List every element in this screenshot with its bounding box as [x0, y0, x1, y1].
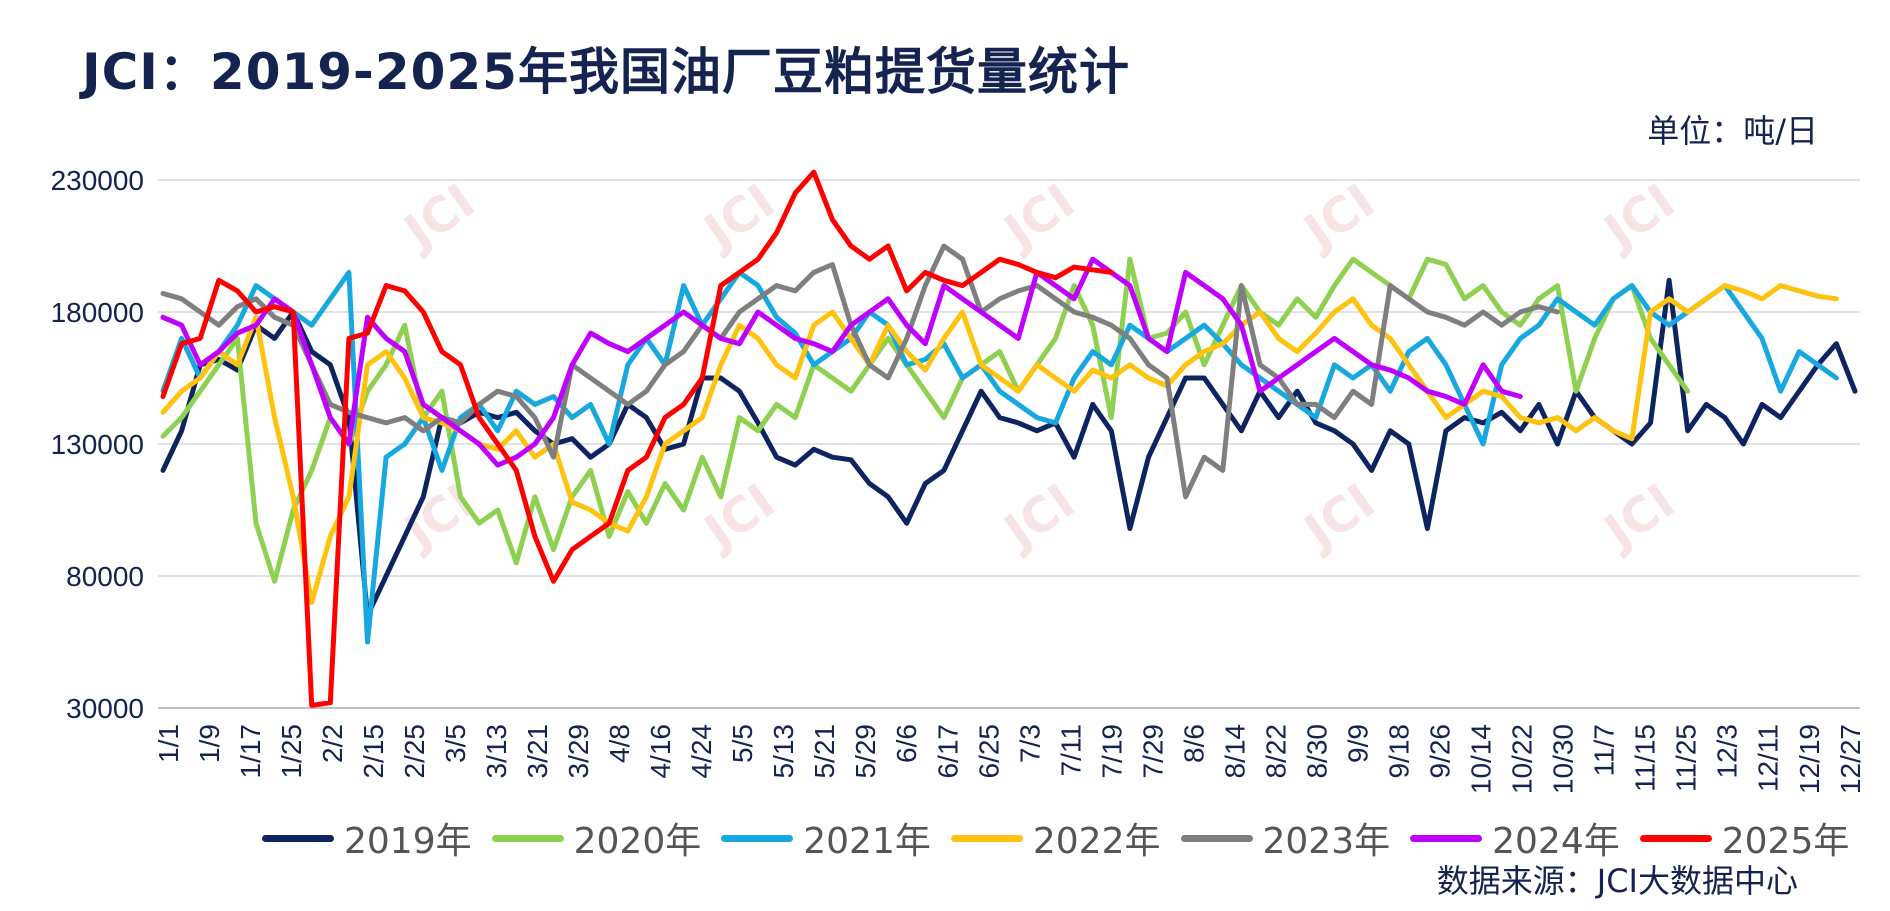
- x-tick-label: 7/3: [1014, 724, 1045, 763]
- x-tick-label: 11/7: [1589, 724, 1620, 776]
- legend-item: 2023年: [1180, 812, 1391, 864]
- x-tick-label: 3/21: [522, 724, 553, 779]
- series-line-2025年: [160, 169, 1114, 708]
- y-tick-label: 30000: [66, 693, 144, 724]
- legend-label: 2023年: [1262, 821, 1391, 862]
- x-tick-label: 12/19: [1794, 724, 1825, 794]
- x-tick-label: 2/2: [317, 724, 348, 763]
- x-tick-label: 1/9: [194, 724, 225, 763]
- y-tick-label: 80000: [66, 561, 144, 592]
- legend-label: 2019年: [344, 821, 472, 862]
- legend-swatch: [262, 834, 334, 842]
- x-tick-label: 12/27: [1835, 724, 1866, 794]
- watermark-text: JCI: [392, 173, 485, 261]
- x-tick-label: 3/29: [563, 724, 594, 779]
- legend-item: 2024年: [1410, 812, 1620, 864]
- x-tick-label: 9/26: [1425, 724, 1456, 779]
- x-tick-label: 3/5: [440, 724, 471, 763]
- watermark-text: JCI: [1592, 473, 1685, 561]
- x-tick-label: 8/14: [1219, 724, 1250, 779]
- series-lines: [160, 169, 1858, 708]
- x-tick-label: 1/1: [153, 724, 184, 763]
- x-tick-label: 4/16: [645, 724, 676, 779]
- legend-item: 2022年: [950, 812, 1161, 864]
- y-tick-label: 230000: [51, 165, 144, 196]
- x-tick-label: 10/30: [1548, 724, 1579, 794]
- watermark-text: JCI: [692, 473, 785, 561]
- x-tick-label: 3/13: [481, 724, 512, 779]
- x-tick-label: 4/8: [604, 724, 635, 763]
- legend-swatch: [950, 834, 1023, 842]
- x-tick-label: 5/29: [850, 724, 881, 779]
- x-tick-label: 5/5: [727, 724, 758, 763]
- x-tick-label: 4/24: [686, 724, 717, 779]
- legend-label: 2020年: [573, 821, 702, 862]
- x-axis-ticks: 1/1 1/9 1/17 1/25 2/2 2/15 2/25 3/5 3/13 3/21 3/29…: [153, 724, 1866, 794]
- x-tick-label: 5/13: [768, 724, 799, 779]
- legend-label: 2025年: [1721, 821, 1850, 862]
- x-tick-label: 2/25: [399, 724, 430, 779]
- x-tick-label: 8/30: [1301, 724, 1332, 779]
- legend-item: 2020年: [491, 812, 702, 864]
- legend-item: 2019年: [262, 812, 472, 864]
- legend-item: 2025年: [1639, 812, 1850, 864]
- watermark-text: JCI: [1292, 173, 1385, 261]
- watermark-text: JCI: [692, 173, 785, 261]
- x-tick-label: 1/17: [235, 724, 266, 779]
- x-tick-label: 8/6: [1178, 724, 1209, 763]
- watermark-text: JCI: [992, 173, 1085, 261]
- legend: 2019年 2020年 2021年 2022年 2023年 2024年 2025年: [262, 812, 1869, 864]
- y-tick-label: 130000: [51, 429, 144, 460]
- watermark-text: JCI: [992, 473, 1085, 561]
- legend-swatch: [1180, 834, 1253, 842]
- x-tick-label: 10/22: [1507, 724, 1538, 794]
- x-tick-label: 6/25: [973, 724, 1004, 779]
- legend-label: 2021年: [803, 821, 931, 862]
- x-tick-label: 1/25: [276, 724, 307, 779]
- x-tick-label: 10/14: [1466, 724, 1497, 794]
- x-tick-label: 11/15: [1630, 724, 1661, 792]
- legend-item: 2021年: [721, 812, 931, 864]
- chart-title: JCI：2019-2025年我国油厂豆粕提货量统计: [82, 43, 1130, 101]
- x-tick-label: 7/29: [1137, 724, 1168, 779]
- x-tick-label: 12/11: [1753, 724, 1784, 792]
- legend-swatch: [1410, 834, 1483, 842]
- y-tick-label: 180000: [51, 297, 144, 328]
- unit-label: 单位：吨/日: [1647, 112, 1818, 150]
- legend-swatch: [1639, 834, 1712, 842]
- legend-label: 2024年: [1492, 821, 1620, 862]
- x-tick-label: 9/18: [1384, 724, 1415, 779]
- series-line-2023年: [160, 243, 1560, 500]
- y-axis-ticks: 30000 80000 130000 180000 230000: [51, 165, 144, 724]
- x-tick-label: 8/22: [1260, 724, 1291, 779]
- x-tick-label: 6/6: [891, 724, 922, 763]
- watermark-text: JCI: [392, 473, 485, 561]
- x-tick-label: 6/17: [932, 724, 963, 779]
- series-line-2024年: [160, 256, 1523, 468]
- x-tick-label: 7/11: [1055, 724, 1086, 776]
- x-tick-label: 11/25: [1671, 724, 1702, 792]
- series-line-2021年: [160, 269, 1839, 645]
- watermark-text: JCI: [1592, 173, 1685, 261]
- x-tick-label: 12/3: [1712, 724, 1743, 779]
- x-tick-label: 5/21: [809, 724, 840, 779]
- x-tick-label: 7/19: [1096, 724, 1127, 779]
- legend-swatch: [721, 834, 794, 842]
- series-line-2022年: [160, 283, 1839, 605]
- watermark-text: JCI: [1292, 473, 1385, 561]
- legend-label: 2022年: [1032, 821, 1161, 862]
- legend-swatch: [491, 834, 564, 842]
- x-tick-label: 9/9: [1343, 724, 1374, 763]
- data-source: 数据来源：JCI大数据中心: [1436, 862, 1798, 900]
- gridlines: [158, 179, 1860, 709]
- x-tick-label: 2/15: [358, 724, 389, 779]
